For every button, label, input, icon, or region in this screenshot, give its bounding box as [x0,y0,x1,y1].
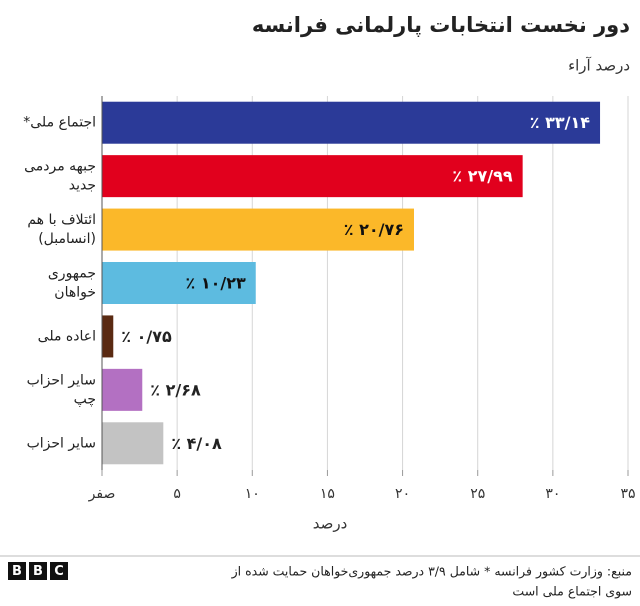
logo-letter: C [54,564,64,579]
value-label: ٪ ۴/۰۸ [171,434,222,453]
x-tick-label: ۵ [173,486,181,502]
category-label: ائتلاف با هم [27,212,96,228]
source-note: سوی اجتماع ملی است [512,584,632,600]
logo-block [50,562,68,580]
category-label: جمهوری [48,266,96,282]
bar [102,368,143,411]
category-label: خواهان [54,285,96,301]
bar [102,422,164,465]
chart-title: دور نخست انتخابات پارلمانی فرانسه [252,13,630,37]
x-tick-label: ۲۵ [470,486,485,502]
x-tick-label: صفر [88,486,116,502]
value-label: ٪ ۱۰/۲۳ [185,274,245,293]
x-tick-label: ۲۰ [395,486,410,502]
x-tick-label: ۳۰ [545,486,560,502]
x-tick-label: ۱۰ [245,486,260,502]
value-label: ٪ ۳۳/۱۴ [530,113,590,132]
bar [102,101,601,144]
bar [102,262,256,304]
bar [102,208,414,251]
x-tick-label: ۱۵ [320,486,335,502]
logo-block [8,562,26,580]
value-label: ٪ ۲۰/۷۶ [344,220,404,239]
category-label: چپ [74,391,96,407]
category-label: اعاده ملی [38,328,96,344]
chart-subtitle: درصد آراء [568,57,630,75]
value-label: ٪ ۲/۶۸ [150,380,201,399]
bar [102,155,523,198]
logo-letter: B [33,564,43,579]
category-label: سایر احزاب [27,372,96,388]
x-axis-title: درصد [313,515,348,533]
logo-letter: B [12,564,22,579]
value-label: ٪ ۲۷/۹۹ [452,167,512,186]
source-note: منبع: وزارت کشور فرانسه * شامل ۳/۹ درصد … [231,564,632,580]
category-label: سایر احزاب [27,435,96,451]
logo-block [29,562,47,580]
bar [102,315,114,358]
category-label: (انسامبل) [38,231,96,247]
category-label: جدید [69,178,96,194]
x-tick-label: ۳۵ [620,486,635,502]
category-label: جبهه مردمی [24,159,96,175]
value-label: ٪ ۰/۷۵ [121,327,172,346]
category-label: اجتماع ملی* [23,115,96,131]
